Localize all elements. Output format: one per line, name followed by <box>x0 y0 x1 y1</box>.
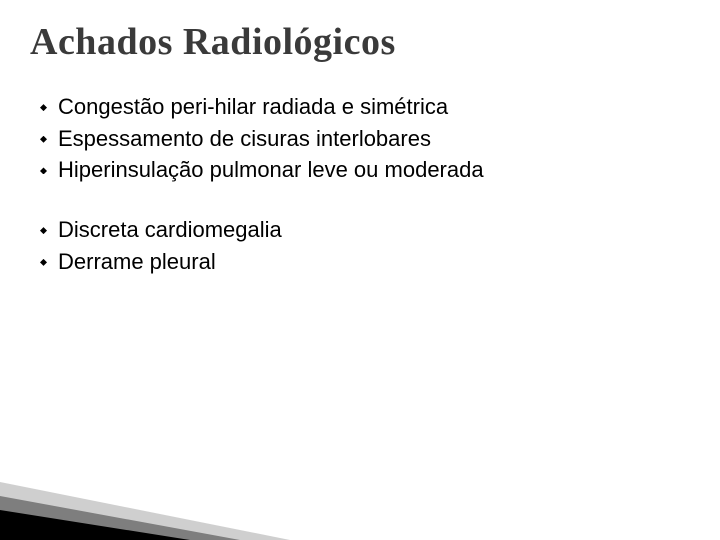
bullet-text: Derrame pleural <box>58 249 216 274</box>
bullet-list: Congestão peri-hilar radiada e simétrica… <box>30 92 690 185</box>
bullet-text: Congestão peri-hilar radiada e simétrica <box>58 94 448 119</box>
bullet-text: Discreta cardiomegalia <box>58 217 282 242</box>
wedge-layer-light <box>0 482 290 540</box>
group-gap <box>30 187 690 215</box>
bullet-item: Derrame pleural <box>38 247 690 277</box>
slide-title: Achados Radiológicos <box>30 20 690 64</box>
wedge-layer-mid <box>0 496 240 540</box>
bullet-item: Congestão peri-hilar radiada e simétrica <box>38 92 690 122</box>
wedge-layer-dark <box>0 510 190 540</box>
bullet-text: Hiperinsulação pulmonar leve ou moderada <box>58 157 484 182</box>
slide: Achados Radiológicos Congestão peri-hila… <box>0 0 720 540</box>
bullet-text: Espessamento de cisuras interlobares <box>58 126 431 151</box>
bullet-list: Discreta cardiomegalia Derrame pleural <box>30 215 690 276</box>
bullet-item: Discreta cardiomegalia <box>38 215 690 245</box>
corner-wedge-decor <box>0 482 290 540</box>
bullet-item: Espessamento de cisuras interlobares <box>38 124 690 154</box>
bullet-item: Hiperinsulação pulmonar leve ou moderada <box>38 155 690 185</box>
